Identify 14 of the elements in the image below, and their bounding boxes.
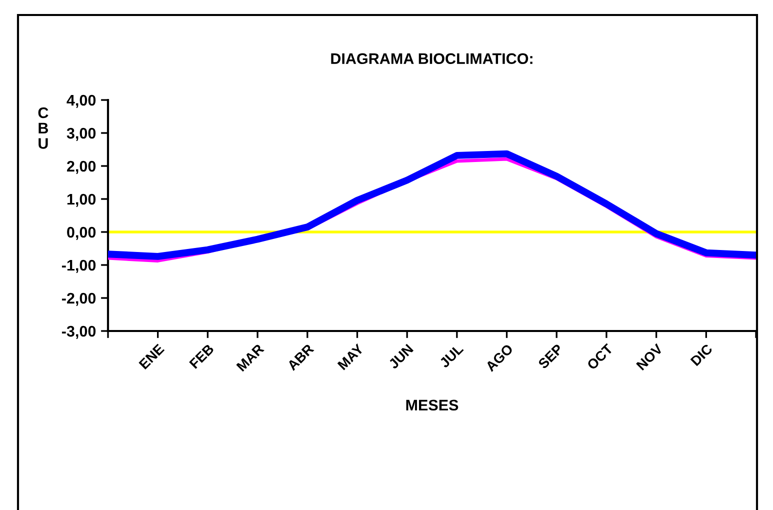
y-tick-label: 2,00 <box>66 160 96 174</box>
y-tick-label: -2,00 <box>62 292 96 306</box>
y-tick-label: 0,00 <box>67 226 96 240</box>
y-tick-label: 4,00 <box>66 94 96 108</box>
x-axis-title: MESES <box>406 400 458 411</box>
y-tick-label: -3,00 <box>62 326 96 339</box>
x-tick-label: SEP <box>538 343 564 370</box>
x-tick-label: DIC <box>690 343 714 366</box>
y-tick-label: -1,00 <box>62 260 96 273</box>
chart-title: DIAGRAMA BIOCLIMATICO: <box>331 53 532 64</box>
x-tick-label: JUL <box>438 343 464 368</box>
y-tick-label: 3,00 <box>66 128 96 141</box>
y-tick-label: 1,00 <box>67 194 96 207</box>
y-axis-title: CBU <box>38 107 48 149</box>
